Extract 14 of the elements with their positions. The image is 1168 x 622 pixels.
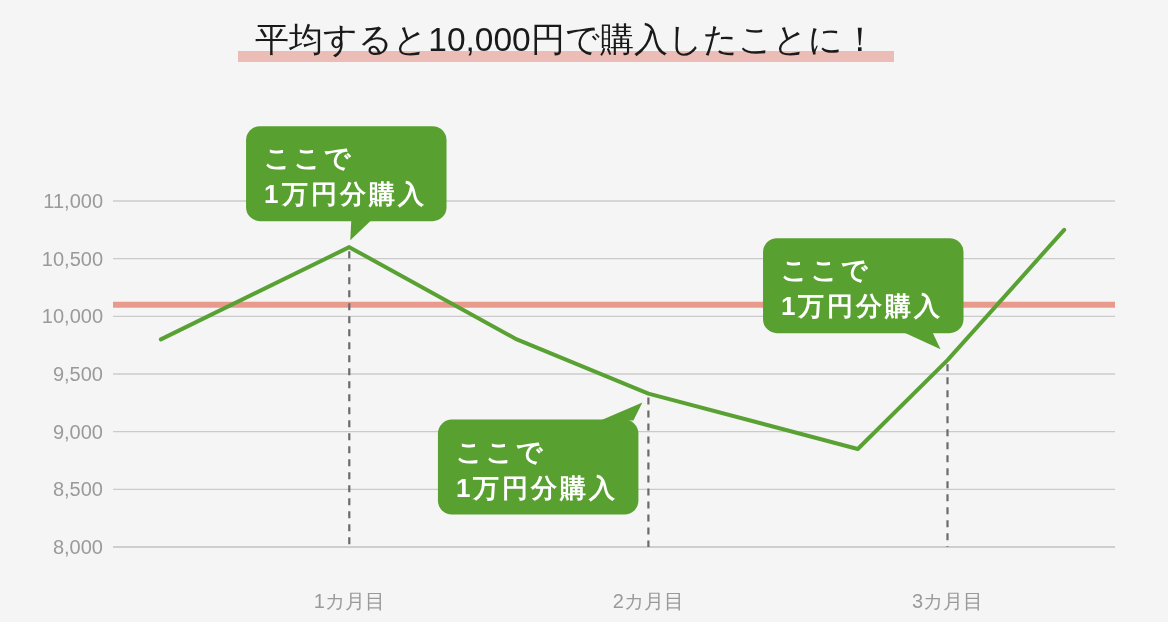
annotation-text: ここで 1万円分購入 [781,255,944,322]
x-tick-label: 2カ月目 [612,590,684,612]
x-tick-label: 1カ月目 [313,590,385,612]
y-tick-label: 11,000 [43,190,103,212]
annotation-text: ここで 1万円分購入 [264,143,427,210]
y-tick-label: 10,000 [41,305,103,328]
y-tick-label: 8,500 [52,478,103,501]
y-tick-label: 9,000 [52,420,103,443]
title: 平均すると10,000円で購入したことに！ [238,20,894,62]
x-tick-label: 3カ月目 [911,590,984,612]
annotation-text: ここで 1万円分購入 [455,436,619,503]
y-tick-label: 10,500 [41,247,103,270]
y-tick-label: 9,500 [52,363,103,385]
y-tick-label: 8,000 [52,536,103,558]
